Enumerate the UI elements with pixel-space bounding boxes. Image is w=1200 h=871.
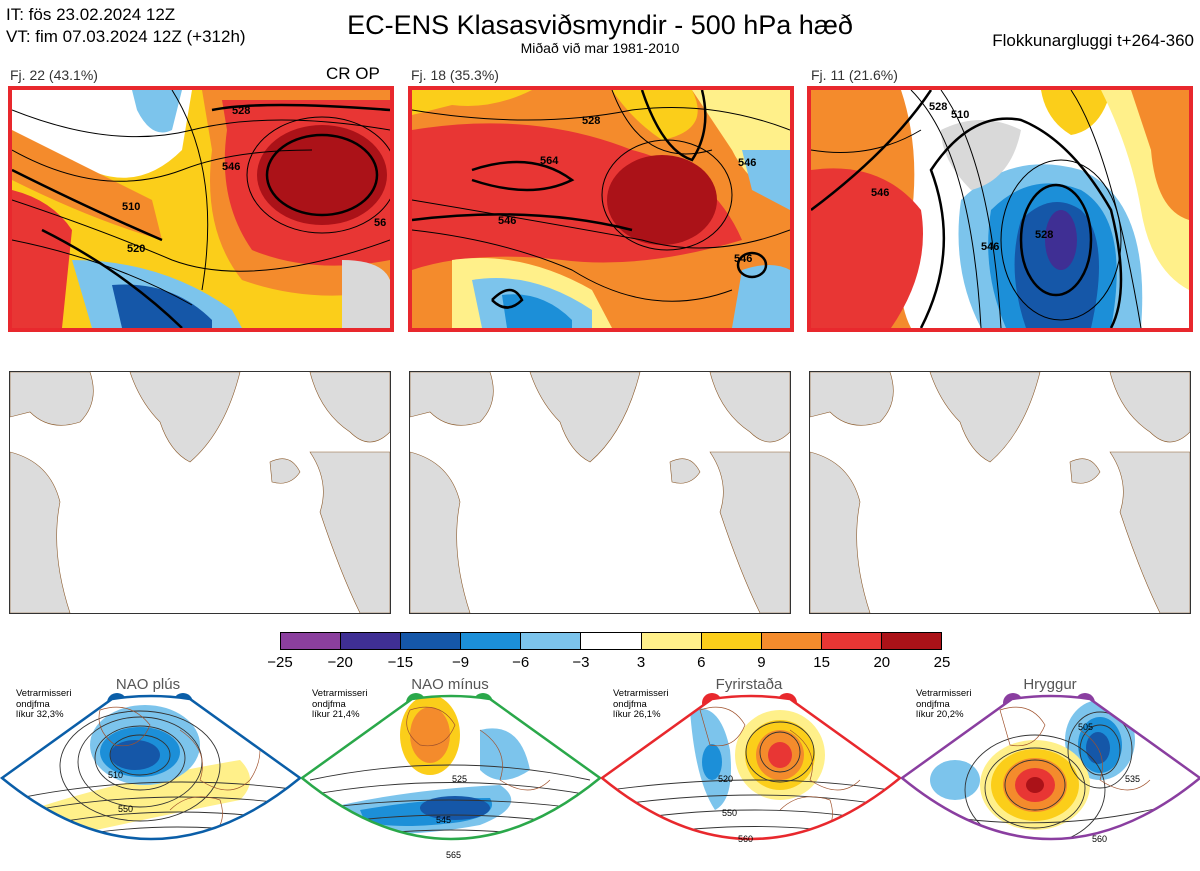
cluster-2-map: 564 546 528 546 546 (408, 86, 794, 332)
colorbar-segment (761, 633, 822, 649)
landmass-3 (810, 372, 1190, 613)
cluster-1-contour-1: 510 (122, 201, 140, 213)
cluster-1-contour-5: 56 (374, 217, 386, 229)
regime-1-field (2, 696, 300, 839)
colorbar-segment (341, 633, 402, 649)
colorbar-tick-label: 15 (813, 654, 830, 671)
regime-3-contour-2: 550 (722, 808, 737, 818)
colorbar-segment (581, 633, 642, 649)
regime-2-climate: Vetrarmisseri ondjfma líkur 21,4% (312, 688, 368, 720)
colorbar-segment (521, 633, 582, 649)
regime-3-frame (599, 694, 903, 841)
cluster-3-map: 510 528 546 546 528 (807, 86, 1193, 332)
map-empty-3 (809, 371, 1191, 614)
clustering-window: Flokkunargluggi t+264-360 (992, 31, 1194, 50)
colorbar-tick-label: 6 (697, 654, 706, 671)
colorbar-tick-label: 25 (933, 654, 951, 671)
cluster-2-field: 564 546 528 546 546 (412, 90, 790, 328)
regime-1-contour-2: 550 (118, 804, 133, 814)
regime-2-field (302, 696, 600, 839)
regime-4-title: Hryggur (1023, 676, 1077, 693)
colorbar-segment (881, 633, 942, 649)
regime-2-contour-3: 565 (446, 850, 461, 860)
colorbar (280, 632, 942, 650)
regime-4-climate: Vetrarmisseri ondjfma líkur 20,2% (916, 688, 972, 720)
regime-2-frame (299, 694, 603, 841)
regime-1-climate: Vetrarmisseri ondjfma líkur 32,3% (16, 688, 72, 720)
cluster-1-contour-2: 520 (127, 243, 145, 255)
map-empty-1 (9, 371, 391, 614)
cluster-2-contour-3: 528 (582, 115, 600, 127)
regime-2-contour-1: 525 (452, 774, 467, 784)
page-title: EC-ENS Klasasviðsmyndir - 500 hPa hæð (347, 10, 853, 40)
regime-4-contour-3: 560 (1092, 834, 1107, 844)
landmass-1 (10, 372, 390, 613)
regime-3-climate: Vetrarmisseri ondjfma líkur 26,1% (613, 688, 669, 720)
regime-1-frame (0, 694, 303, 841)
colorbar-segment (821, 633, 882, 649)
landmass-2 (410, 372, 790, 613)
cluster-2-contour-4: 546 (738, 157, 756, 169)
cluster-3-contour-1: 510 (951, 109, 969, 121)
regime-1-contour-1: 510 (108, 770, 123, 780)
regime-4-field (902, 696, 1200, 839)
cluster-3-contour-3: 546 (871, 187, 889, 199)
regime-3-title: Fyrirstaða (715, 676, 783, 693)
initial-time: IT: fös 23.02.2024 12Z (6, 5, 176, 24)
colorbar-segment (461, 633, 522, 649)
cluster-1-contour-4: 546 (222, 161, 240, 173)
page-subtitle: Miðað við mar 1981-2010 (520, 40, 680, 56)
regime-2-title: NAO mínus (411, 676, 489, 693)
cluster-1-contour-3: 528 (232, 105, 250, 117)
cluster-3-contour-2: 528 (1035, 229, 1053, 241)
colorbar-segment (401, 633, 462, 649)
valid-time: VT: fim 07.03.2024 12Z (+312h) (6, 27, 246, 46)
cluster-3-contour-5: 528 (929, 101, 947, 113)
regime-3-contour-1: 520 (718, 774, 733, 784)
colorbar-tick-label: 20 (873, 654, 891, 671)
colorbar-tick-label: 9 (757, 654, 766, 671)
header-info: IT: fös 23.02.2024 12Z VT: fim 07.03.202… (6, 4, 246, 48)
cluster-3-contour-4: 546 (981, 241, 999, 253)
regime-4-contour-1: 505 (1078, 722, 1093, 732)
cluster-2-label: Fj. 18 (35.3%) (411, 67, 499, 83)
cluster-3-field: 510 528 546 546 528 (811, 90, 1189, 328)
cluster-2-contour-2: 546 (498, 215, 516, 227)
colorbar-segment (701, 633, 762, 649)
colorbar-tick-label: −9 (451, 654, 470, 671)
map-empty-2 (409, 371, 791, 614)
cluster-2-contour-5: 546 (734, 253, 752, 265)
regime-4-contour-2: 535 (1125, 774, 1140, 784)
colorbar-tick-label: −3 (572, 654, 590, 671)
colorbar-tick-label: −6 (512, 654, 530, 671)
regime-1-title: NAO plús (115, 676, 181, 693)
cluster-2-contour-1: 564 (540, 155, 559, 167)
colorbar-tick-label: −25 (267, 654, 293, 671)
cluster-3-label: Fj. 11 (21.6%) (811, 67, 898, 83)
cluster-1-badge: CR OP (326, 64, 380, 83)
regime-2-contour-2: 545 (436, 815, 451, 825)
regime-3-contour-3: 560 (738, 834, 753, 844)
regime-maps: 510 550 525 545 565 (0, 694, 1200, 860)
cluster-1-map: 510 520 528 546 56 (8, 86, 394, 332)
cluster-1-field: 510 520 528 546 56 (12, 90, 390, 328)
colorbar-tick-label: −15 (387, 654, 414, 671)
cluster-1-label: Fj. 22 (43.1%) (10, 67, 98, 83)
regime-4-frame (899, 694, 1200, 841)
colorbar-tick-label: 3 (636, 654, 646, 671)
colorbar-tick-label: −20 (327, 654, 353, 671)
colorbar-segment (281, 633, 342, 649)
colorbar-segment (641, 633, 702, 649)
